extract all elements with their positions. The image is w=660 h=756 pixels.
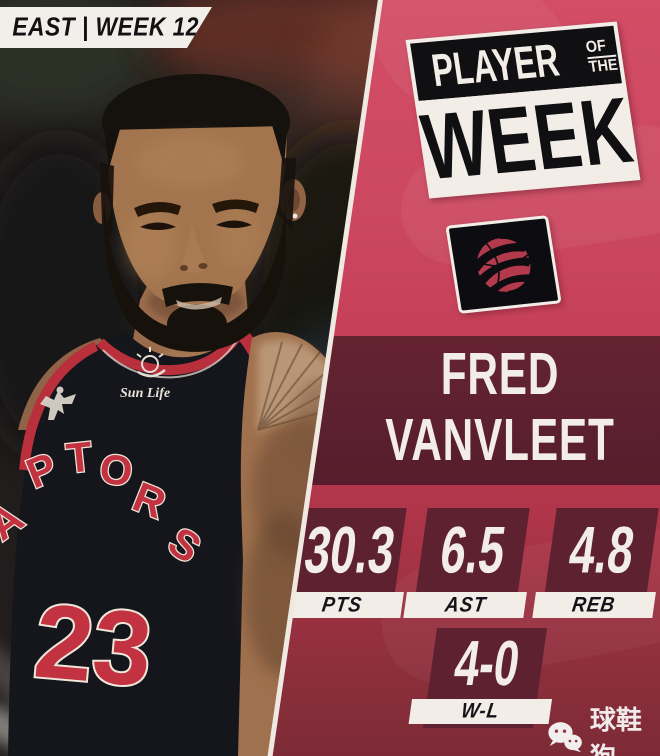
stat-assists-label: AST [443, 592, 488, 617]
nose [180, 224, 207, 274]
stat-rebounds: 4.8 REB [532, 508, 659, 618]
player-of-week-badge: PLAYER OF THE WEEK [405, 21, 641, 200]
svg-text:T: T [64, 432, 95, 481]
jersey-sponsor-text: Sun Life [120, 386, 170, 401]
jersey-collar-trim [96, 329, 245, 375]
record-box: 4-0 W-L [408, 627, 553, 728]
smile [176, 297, 222, 310]
player-first-name: FRED [440, 341, 560, 408]
eye [140, 222, 176, 230]
potw-of-text: OF [584, 36, 617, 59]
east-week-badge: EAST | WEEK 12 [0, 7, 212, 48]
eyebrow [134, 201, 181, 217]
watermark: 球鞋狗 [547, 700, 660, 756]
stat-rebounds-label: REB [571, 592, 618, 617]
potw-week-text: WEEK [415, 77, 640, 200]
record-label: W-L [459, 699, 501, 723]
stat-points: 30.3 PTS [280, 508, 407, 618]
east-week-label: EAST | WEEK 12 [12, 12, 199, 42]
jersey: Sun Life A P T O R S 23 [0, 327, 283, 756]
wechat-icon [548, 722, 582, 753]
eye [216, 220, 252, 228]
earring [292, 213, 298, 219]
potw-the-text: THE [587, 56, 619, 76]
eyebrow [212, 199, 259, 213]
player-head [93, 74, 306, 352]
svg-text:O: O [97, 444, 136, 495]
player-last-name: VANVLEET [385, 407, 615, 474]
jumpman-icon [40, 386, 76, 420]
stat-points-label: PTS [320, 592, 364, 617]
player-name-band: FRED VANVLEET [271, 336, 660, 485]
sponsor-patch: Sun Life [120, 347, 170, 401]
stat-assists: 6.5 AST [403, 508, 530, 618]
jersey-number-text: 23 [30, 582, 157, 709]
raptors-claw-icon [472, 236, 534, 294]
watermark-text: 球鞋狗 [589, 706, 642, 756]
raptors-logo [445, 215, 562, 314]
